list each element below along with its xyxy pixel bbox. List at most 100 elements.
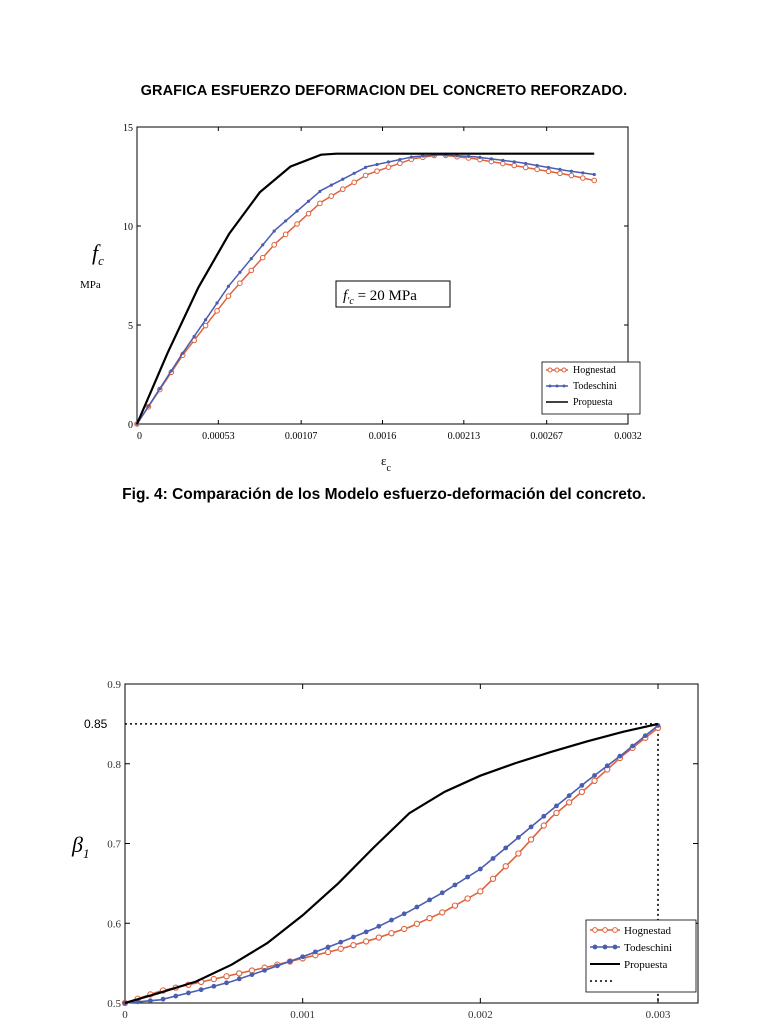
chart1-point-hognestad bbox=[362, 172, 369, 179]
chart1-point-todeschini bbox=[203, 318, 208, 322]
chart1-legend-marker bbox=[547, 367, 553, 373]
chart1-point-todeschini bbox=[489, 157, 493, 161]
chart1-x-tick-label: 0.0016 bbox=[369, 431, 397, 442]
chart2-point-hognestad bbox=[401, 925, 408, 933]
chart2-point-hognestad bbox=[566, 799, 573, 806]
chart1-point-todeschini bbox=[181, 351, 185, 355]
chart1-point-hognestad bbox=[580, 175, 586, 181]
chart1-point-todeschini bbox=[295, 209, 299, 213]
chart1-point-hognestad bbox=[374, 168, 380, 174]
chart1-point-todeschini bbox=[398, 157, 402, 162]
chart1-legend-marker bbox=[555, 384, 559, 388]
chart1-point-todeschini bbox=[409, 155, 413, 159]
chart1-annotation-box bbox=[335, 280, 451, 308]
chart2-legend-marker bbox=[612, 927, 618, 933]
chart1-point-hognestad bbox=[237, 280, 243, 287]
chart1-point-todeschini bbox=[226, 284, 231, 288]
chart2-point-todeschini bbox=[198, 987, 204, 993]
chart1-x-tick-label: 0.0032 bbox=[614, 431, 642, 442]
chart1-y-tick-label: 15 bbox=[123, 123, 133, 134]
chart1-point-todeschini bbox=[375, 162, 379, 167]
chart1-x-tick-label: 0 bbox=[137, 431, 142, 442]
chart2-point-hognestad bbox=[413, 920, 421, 927]
chart2-legend-marker bbox=[592, 944, 598, 950]
chart2-point-hognestad bbox=[223, 973, 230, 980]
chart1-y-unit: MPa bbox=[80, 279, 101, 291]
chart2-legend-marker bbox=[602, 944, 608, 950]
chart1-point-todeschini bbox=[581, 171, 585, 175]
chart2-point-todeschini bbox=[173, 993, 179, 999]
chart1-legend-label: Propuesta bbox=[573, 397, 613, 408]
chart2-point-todeschini bbox=[528, 824, 534, 830]
chart2-point-hognestad bbox=[375, 934, 382, 941]
chart1-legend-marker bbox=[554, 367, 560, 373]
chart1-series-line-propuesta bbox=[135, 152, 595, 425]
chart2-point-hognestad bbox=[489, 875, 497, 882]
chart1-point-todeschini bbox=[455, 154, 459, 158]
chart2-point-todeschini bbox=[376, 923, 382, 929]
chart2-point-todeschini bbox=[566, 793, 572, 799]
chart1-point-hognestad bbox=[225, 293, 232, 299]
chart2-point-todeschini bbox=[300, 954, 306, 960]
chart2-y-tick-label: 0.6 bbox=[107, 918, 121, 930]
chart1-legend-marker bbox=[561, 367, 567, 373]
chart2-point-todeschini bbox=[186, 990, 191, 996]
chart2-legend-marker bbox=[612, 944, 618, 950]
chart1-point-todeschini bbox=[364, 165, 368, 169]
chart1-point-todeschini bbox=[478, 155, 482, 159]
chart1-point-todeschini bbox=[284, 219, 288, 223]
chart1-point-todeschini bbox=[238, 270, 242, 274]
chart2-point-hognestad bbox=[324, 948, 332, 956]
chart2-point-todeschini bbox=[642, 733, 648, 739]
chart2-x-tick-label: 0 bbox=[122, 1009, 128, 1021]
chart2-point-todeschini bbox=[389, 917, 394, 923]
chart1-point-hognestad bbox=[385, 164, 392, 170]
chart2-y-tick-label: 0.5 bbox=[107, 998, 121, 1010]
chart1-point-todeschini bbox=[524, 161, 528, 166]
chart2-point-todeschini bbox=[604, 763, 610, 769]
chart2-point-todeschini bbox=[477, 866, 483, 872]
chart1-point-todeschini bbox=[272, 229, 276, 233]
chart2-point-todeschini bbox=[503, 845, 509, 851]
figure-caption: Fig. 4: Comparación de los Modelo esfuer… bbox=[122, 486, 646, 503]
chart1-x-tick-label: 0.00107 bbox=[285, 431, 318, 442]
chart2-point-todeschini bbox=[465, 874, 471, 880]
chart1-point-hognestad bbox=[214, 308, 220, 314]
chart2-point-todeschini bbox=[160, 996, 166, 1002]
chart2-point-todeschini bbox=[338, 939, 344, 945]
chart2-point-todeschini bbox=[262, 967, 267, 973]
chart1-point-todeschini bbox=[215, 301, 219, 305]
chart1-x-axis-label: εc bbox=[381, 453, 391, 474]
chart2-point-hognestad bbox=[426, 914, 433, 922]
chart1-point-todeschini bbox=[352, 171, 356, 175]
chart2-point-todeschini bbox=[312, 949, 318, 955]
chart2-point-hognestad bbox=[515, 850, 522, 857]
chart2-point-todeschini bbox=[490, 856, 496, 861]
chart2-point-todeschini bbox=[516, 835, 521, 840]
chart2-point-hognestad bbox=[527, 836, 535, 843]
chart2-point-todeschini bbox=[351, 934, 356, 940]
chart2-legend-label: Todeschini bbox=[624, 942, 672, 954]
chart1-x-tick-label: 0.00053 bbox=[202, 431, 235, 442]
chart2-y-tick-label: 0.8 bbox=[107, 759, 121, 771]
chart2-point-hognestad bbox=[540, 822, 547, 829]
chart1-point-hognestad bbox=[522, 164, 529, 171]
chart2-point-todeschini bbox=[541, 813, 547, 819]
chart1-point-todeschini bbox=[466, 154, 471, 158]
chart2-series-line-hognestad bbox=[124, 727, 659, 1004]
chart1-legend-marker bbox=[548, 384, 552, 388]
chart1-point-todeschini bbox=[146, 404, 151, 408]
chart2-point-todeschini bbox=[617, 753, 623, 759]
chart1-point-todeschini bbox=[158, 386, 162, 391]
chart1-point-todeschini bbox=[535, 163, 539, 168]
chart1-point-todeschini bbox=[546, 165, 551, 170]
chart1-legend-label: Hognestad bbox=[573, 365, 616, 376]
chart1-series-line-todeschini bbox=[136, 153, 595, 425]
chart1-point-hognestad bbox=[534, 166, 540, 173]
chart2-y-tick-label: 0.9 bbox=[107, 679, 121, 691]
chart2-y-axis-label: β1 bbox=[71, 832, 89, 861]
chart2-point-todeschini bbox=[274, 963, 280, 969]
chart2-series-line-propuesta bbox=[124, 722, 659, 1005]
chart2-point-todeschini bbox=[211, 983, 217, 989]
